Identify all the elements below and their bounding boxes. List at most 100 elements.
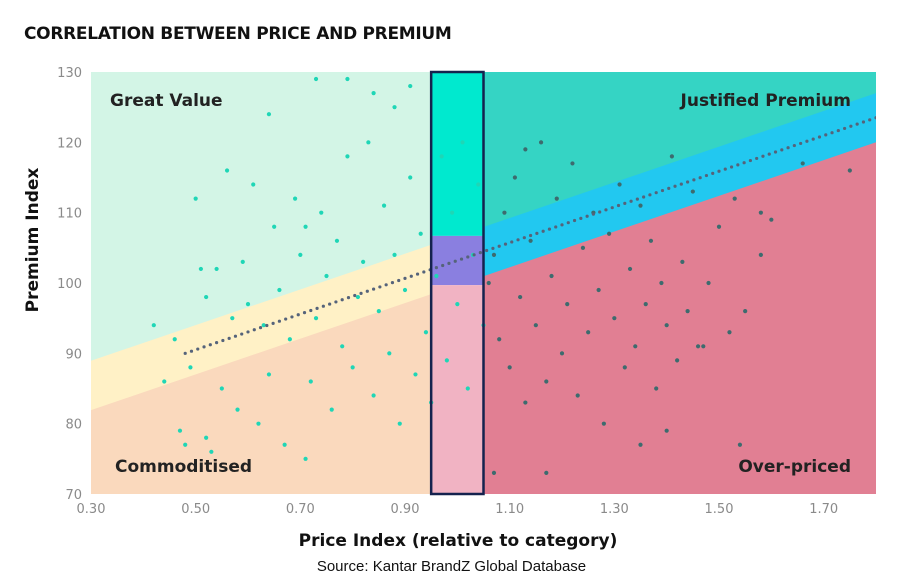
trend-dot-51 (503, 242, 508, 246)
scatter-point-0-43 (381, 203, 387, 208)
scatter-point-1-31 (648, 238, 654, 243)
trend-dot-42 (447, 261, 451, 265)
highlight-fill-top (431, 72, 484, 236)
scatter-point-1-57 (523, 147, 528, 152)
trend-dot-77 (667, 186, 671, 191)
scatter-point-0-17 (245, 302, 251, 307)
trend-dot-2 (196, 347, 200, 351)
trend-dot-103 (830, 131, 834, 135)
trend-dot-10 (246, 330, 250, 334)
trend-dot-26 (346, 296, 351, 300)
scatter-point-1-21 (596, 287, 601, 293)
scatter-point-0-7 (198, 266, 203, 272)
trend-dot-5 (215, 341, 219, 345)
trend-dot-40 (434, 266, 438, 270)
y-tick-0: 70 (65, 488, 82, 503)
trend-dot-44 (459, 257, 464, 261)
scatter-point-1-43 (727, 330, 732, 335)
highlight-fill-bottom (431, 285, 484, 494)
x-tick-2: 0.70 (286, 502, 315, 517)
region-commoditised (91, 269, 432, 494)
trend-dot-35 (403, 276, 407, 280)
scatter-point-1-38 (685, 309, 690, 314)
scatter-point-0-24 (282, 442, 287, 447)
scatter-point-1-2 (497, 337, 502, 342)
trend-dot-107 (855, 122, 859, 126)
y-tick-4: 110 (57, 207, 82, 222)
scatter-point-0-9 (204, 435, 209, 440)
highlight-fill-mid (431, 235, 484, 286)
trend-dot-97 (792, 143, 796, 148)
trend-dot-90 (748, 158, 753, 163)
scatter-point-0-58 (460, 140, 465, 145)
trend-dot-75 (654, 191, 658, 195)
x-axis-title: Price Index (relative to category) (299, 531, 618, 551)
scatter-point-1-53 (758, 210, 763, 215)
region-over-priced (483, 117, 876, 494)
scatter-point-1-17 (575, 393, 580, 398)
trend-dot-94 (773, 150, 778, 154)
scatter-point-1-36 (675, 358, 680, 363)
scatter-point-0-22 (272, 224, 277, 229)
trend-dot-64 (585, 214, 589, 218)
scatter-point-1-11 (544, 379, 549, 384)
scatter-point-1-18 (580, 245, 586, 250)
scatter-point-0-26 (293, 196, 298, 201)
trend-dot-73 (642, 195, 646, 199)
scatter-point-1-56 (491, 470, 497, 475)
scatter-point-1-6 (518, 294, 523, 300)
scatter-point-0-6 (193, 196, 198, 201)
trend-dot-71 (629, 199, 633, 203)
scatter-point-1-30 (643, 302, 648, 307)
scatter-point-0-10 (209, 449, 214, 454)
trend-dot-95 (780, 148, 784, 152)
scatter-point-0-25 (287, 337, 292, 342)
trend-dot-32 (384, 283, 388, 287)
scatter-point-0-29 (308, 379, 313, 384)
trend-band-right (483, 93, 876, 277)
trend-dot-79 (679, 182, 683, 186)
trend-dot-16 (284, 317, 288, 321)
scatter-point-1-5 (512, 175, 518, 180)
scatter-point-1-50 (664, 428, 669, 433)
trend-dot-21 (315, 306, 319, 310)
scatter-point-0-67 (266, 112, 272, 117)
trend-dot-18 (296, 313, 300, 317)
trend-dot-61 (566, 221, 570, 225)
scatter-point-0-4 (183, 442, 188, 447)
trend-dot-23 (328, 302, 332, 306)
scatter-point-0-49 (413, 372, 418, 377)
trend-dot-108 (861, 120, 866, 124)
x-tick-0: 0.30 (77, 502, 106, 517)
trend-dot-19 (302, 311, 307, 315)
scatter-point-1-24 (612, 316, 617, 321)
scatter-point-0-27 (298, 252, 303, 257)
trend-dot-0 (183, 351, 187, 355)
trend-dot-4 (208, 343, 212, 347)
scatter-point-1-51 (695, 344, 701, 349)
source-note: Source: Kantar BrandZ Global Database (316, 558, 587, 575)
scatter-point-1-49 (638, 442, 643, 447)
x-tick-1: 0.50 (181, 502, 210, 517)
trend-dot-41 (441, 263, 445, 268)
trend-dot-54 (522, 236, 526, 240)
scatter-point-0-33 (329, 407, 334, 412)
scatter-point-1-28 (633, 344, 638, 349)
trend-dot-84 (711, 171, 715, 176)
scatter-point-1-16 (570, 161, 575, 166)
trend-dot-14 (271, 321, 275, 325)
scatter-point-0-53 (434, 273, 439, 279)
scatter-point-1-39 (690, 189, 695, 194)
scatter-point-0-12 (219, 386, 224, 391)
scatter-point-1-25 (617, 182, 622, 187)
quadrant-label-bottom-right: Over-priced (738, 457, 851, 477)
trend-dot-47 (478, 251, 482, 255)
trend-dot-8 (233, 334, 238, 338)
scatter-point-0-18 (251, 182, 256, 187)
scatter-point-0-68 (392, 105, 397, 110)
scatter-point-1-4 (507, 365, 512, 370)
trend-dot-22 (321, 304, 325, 308)
x-tick-3: 0.90 (391, 502, 420, 517)
scatter-point-1-3 (502, 210, 507, 215)
scatter-point-0-23 (277, 287, 282, 293)
